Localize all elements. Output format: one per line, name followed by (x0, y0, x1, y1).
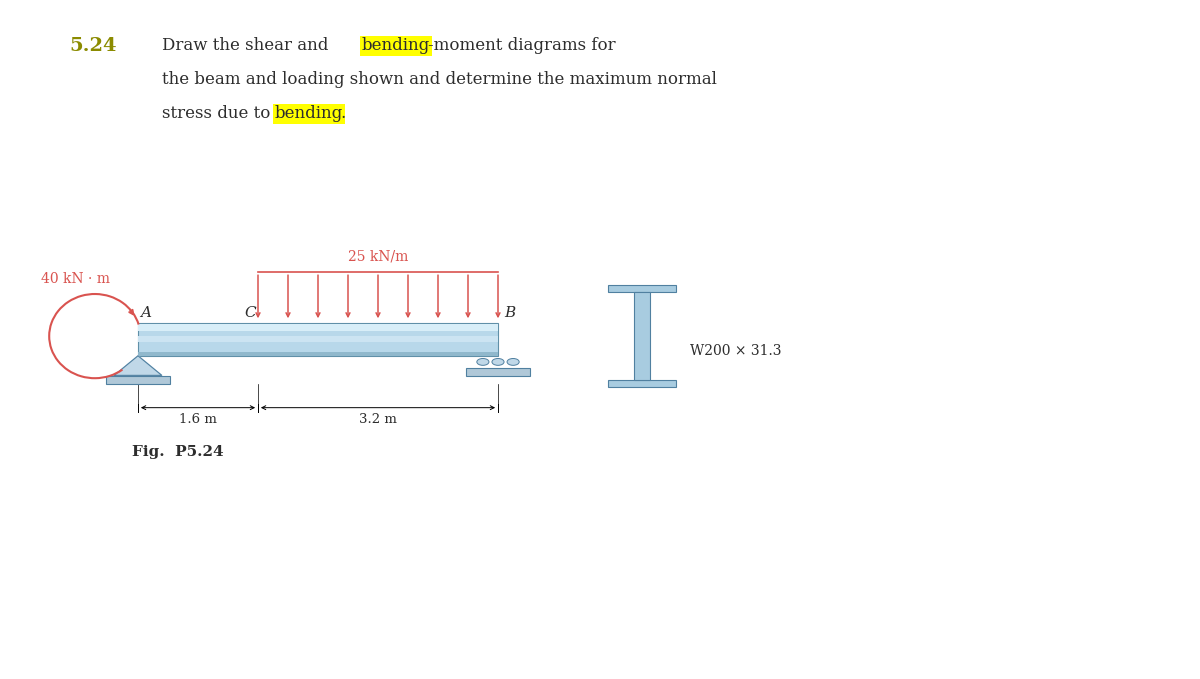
Circle shape (492, 359, 504, 365)
Circle shape (476, 359, 488, 365)
Text: 5.24: 5.24 (70, 37, 118, 56)
Text: A: A (140, 306, 151, 320)
Text: .: . (341, 105, 346, 122)
Bar (106, 376, 170, 384)
Text: stress due to: stress due to (162, 105, 276, 122)
Bar (608, 380, 676, 387)
Text: Draw the shear and: Draw the shear and (162, 37, 334, 54)
Text: C: C (244, 306, 256, 320)
Text: W200 × 31.3: W200 × 31.3 (690, 344, 781, 358)
Circle shape (508, 359, 520, 365)
Bar (634, 292, 650, 380)
Text: B: B (504, 306, 515, 320)
Text: the beam and loading shown and determine the maximum normal: the beam and loading shown and determine… (162, 71, 716, 88)
Text: bending: bending (275, 105, 343, 122)
Polygon shape (114, 356, 162, 375)
Text: 3.2 m: 3.2 m (359, 413, 397, 426)
Bar (138, 352, 498, 356)
Bar (138, 324, 498, 331)
Text: bending: bending (362, 37, 430, 54)
Bar (138, 336, 498, 342)
Text: Fig.  P5.24: Fig. P5.24 (132, 445, 223, 459)
Bar (138, 323, 498, 356)
Bar (608, 285, 676, 292)
Text: 25 kN/m: 25 kN/m (348, 249, 408, 263)
Text: -moment diagrams for: -moment diagrams for (428, 37, 616, 54)
Text: 1.6 m: 1.6 m (179, 413, 217, 426)
Text: 40 kN · m: 40 kN · m (41, 272, 110, 286)
Bar (466, 368, 530, 376)
